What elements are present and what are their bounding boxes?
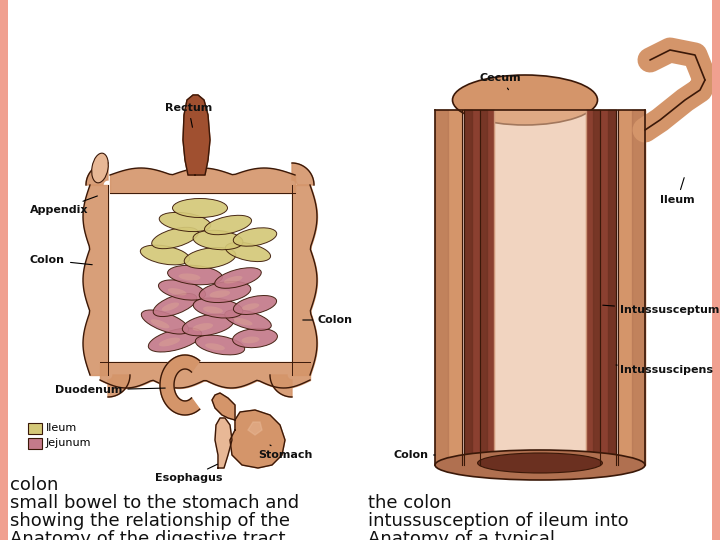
Polygon shape (608, 110, 616, 465)
Ellipse shape (225, 242, 271, 261)
Bar (28, 423, 42, 434)
Polygon shape (586, 110, 600, 465)
Ellipse shape (241, 336, 259, 343)
Text: Colon: Colon (30, 255, 92, 265)
Ellipse shape (152, 227, 198, 249)
Polygon shape (160, 355, 199, 415)
Ellipse shape (182, 314, 234, 336)
Polygon shape (270, 375, 292, 397)
Text: Cecum: Cecum (480, 73, 521, 90)
Ellipse shape (158, 280, 205, 300)
Polygon shape (464, 110, 480, 465)
Polygon shape (593, 110, 600, 465)
Ellipse shape (150, 319, 169, 328)
Ellipse shape (192, 323, 213, 331)
Bar (28, 438, 42, 449)
Text: showing the relationship of the: showing the relationship of the (10, 512, 290, 530)
Ellipse shape (173, 199, 228, 218)
Ellipse shape (193, 298, 243, 318)
Ellipse shape (168, 288, 186, 295)
Bar (712, 0, 720, 540)
Polygon shape (212, 393, 235, 420)
Text: Anatomy of the digestive tract: Anatomy of the digestive tract (10, 530, 286, 540)
Polygon shape (435, 110, 448, 465)
Text: Intussusceptum: Intussusceptum (603, 305, 719, 315)
Ellipse shape (193, 230, 243, 249)
Ellipse shape (179, 273, 200, 280)
Text: colon: colon (10, 476, 58, 494)
Polygon shape (464, 110, 472, 465)
Polygon shape (494, 110, 586, 465)
Text: Esophagus: Esophagus (155, 464, 222, 483)
Ellipse shape (199, 281, 251, 302)
Polygon shape (480, 110, 487, 465)
Ellipse shape (91, 153, 108, 183)
Text: Rectum: Rectum (165, 103, 212, 127)
Text: Intussuscipens: Intussuscipens (616, 365, 713, 375)
Ellipse shape (452, 75, 598, 125)
Ellipse shape (168, 265, 222, 285)
Ellipse shape (210, 290, 230, 298)
Ellipse shape (148, 328, 202, 352)
Ellipse shape (204, 215, 251, 235)
Polygon shape (248, 422, 262, 435)
Text: Duodenum: Duodenum (55, 385, 165, 395)
Text: the colon: the colon (368, 494, 451, 512)
Ellipse shape (141, 310, 189, 334)
Text: Ileum: Ileum (46, 423, 77, 433)
Text: Ileum: Ileum (660, 178, 695, 205)
Polygon shape (480, 110, 494, 465)
Polygon shape (86, 163, 108, 185)
Ellipse shape (233, 328, 277, 348)
Polygon shape (230, 410, 285, 468)
Ellipse shape (215, 268, 261, 288)
Ellipse shape (477, 453, 603, 473)
Ellipse shape (162, 302, 179, 311)
Ellipse shape (195, 335, 245, 355)
Ellipse shape (242, 303, 259, 310)
Polygon shape (215, 418, 232, 468)
Ellipse shape (233, 228, 276, 246)
Polygon shape (618, 110, 645, 465)
Polygon shape (292, 163, 314, 185)
Text: Colon: Colon (393, 450, 435, 460)
Ellipse shape (435, 450, 645, 480)
Text: Anatomy of a typical: Anatomy of a typical (368, 530, 555, 540)
Ellipse shape (153, 293, 197, 316)
Ellipse shape (233, 295, 276, 314)
Ellipse shape (159, 212, 211, 232)
Text: Appendix: Appendix (30, 196, 97, 215)
Text: Colon: Colon (303, 315, 353, 325)
Polygon shape (600, 110, 616, 465)
Text: Stomach: Stomach (258, 445, 312, 460)
Polygon shape (435, 110, 462, 465)
Polygon shape (108, 375, 130, 397)
Ellipse shape (140, 245, 189, 265)
Polygon shape (183, 95, 210, 175)
Polygon shape (632, 110, 645, 465)
Ellipse shape (203, 306, 223, 314)
Ellipse shape (225, 310, 271, 330)
Ellipse shape (159, 338, 180, 347)
Ellipse shape (224, 276, 243, 284)
Text: Jejunum: Jejunum (46, 438, 91, 448)
Ellipse shape (234, 318, 253, 326)
Ellipse shape (205, 343, 225, 350)
Bar (0, 0, 8, 540)
Text: small bowel to the stomach and: small bowel to the stomach and (10, 494, 299, 512)
Ellipse shape (184, 247, 235, 268)
Text: intussusception of ileum into: intussusception of ileum into (368, 512, 629, 530)
